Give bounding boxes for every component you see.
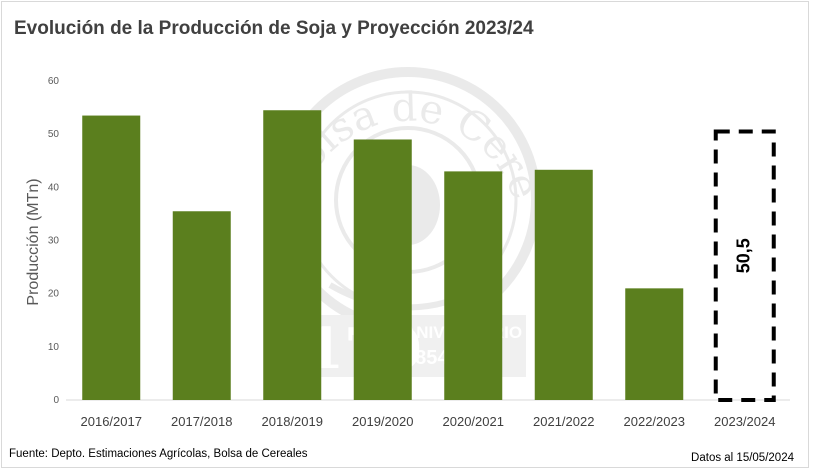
bar — [82, 115, 141, 400]
x-axis: 2016/2017 2017/2018 2018/2019 2019/2020 2020… — [81, 414, 776, 429]
source-note: Fuente: Depto. Estimaciones Agrícolas, B… — [9, 448, 308, 460]
projection-data-label: 50,5 — [734, 238, 754, 273]
x-tick-label: 2020/2021 — [443, 414, 504, 429]
x-tick-label: 2023/2024 — [714, 414, 775, 429]
x-tick-label: 2016/2017 — [81, 414, 142, 429]
projection-bar — [713, 129, 776, 402]
date-note: Datos al 15/05/2024 — [691, 452, 794, 464]
y-tick-label: 60 — [48, 76, 60, 87]
y-axis-label: Producción (MTn) — [25, 178, 42, 305]
x-tick-label: 2018/2019 — [262, 414, 323, 429]
x-tick-label: 2022/2023 — [624, 414, 685, 429]
x-tick-label: 2019/2020 — [352, 414, 413, 429]
x-tick-label: 2021/2022 — [533, 414, 594, 429]
bars: 50,5 — [82, 110, 776, 402]
y-tick-label: 10 — [48, 342, 60, 353]
y-tick-label: 30 — [48, 236, 60, 247]
bar — [625, 288, 684, 400]
chart-title: Evolución de la Producción de Soja y Pro… — [14, 18, 534, 39]
bar — [353, 139, 412, 400]
bar — [534, 169, 593, 400]
bar — [263, 110, 322, 400]
bar — [172, 211, 231, 400]
y-tick-label: 50 — [48, 129, 60, 140]
y-tick-label: 0 — [53, 395, 59, 406]
x-tick-label: 2017/2018 — [171, 414, 232, 429]
y-tick-label: 40 — [48, 182, 60, 193]
bar — [444, 171, 503, 400]
y-tick-label: 20 — [48, 289, 60, 300]
